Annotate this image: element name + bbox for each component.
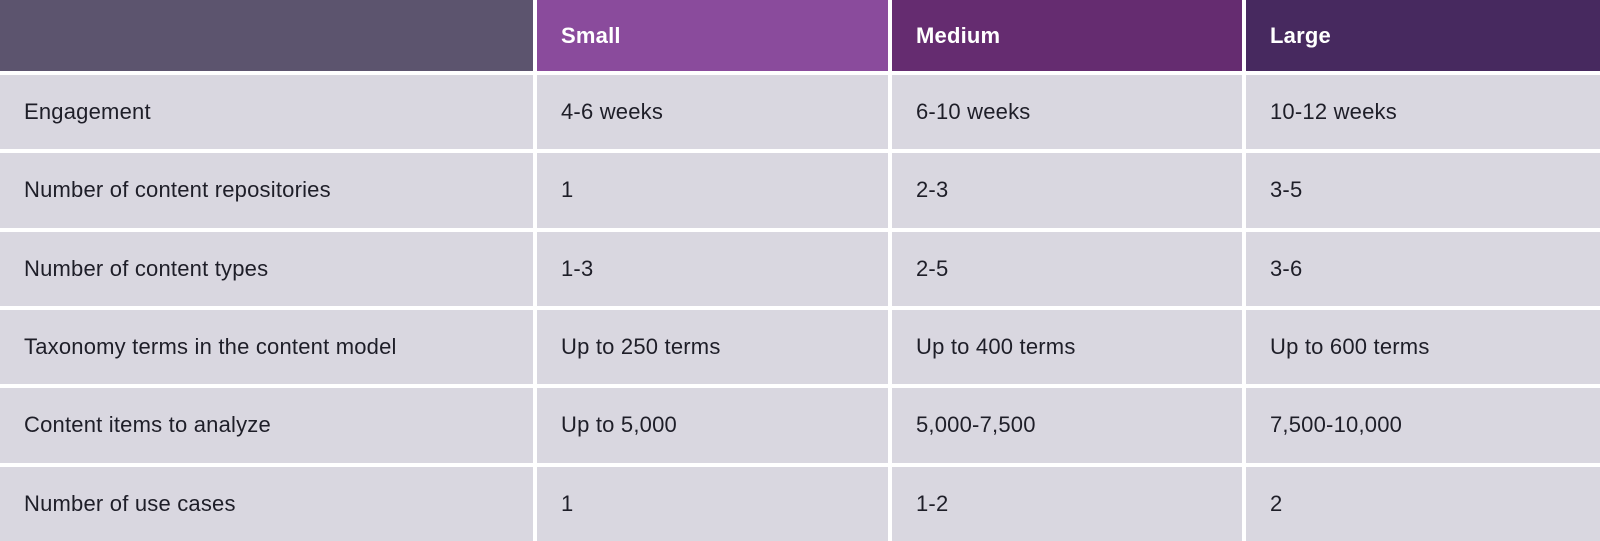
cell-engagement-medium: 6-10 weeks — [892, 75, 1242, 150]
header-cell-large: Large — [1246, 0, 1600, 71]
header-cell-small: Small — [537, 0, 888, 71]
header-cell-medium: Medium — [892, 0, 1242, 71]
row-label-content-types: Number of content types — [0, 231, 533, 306]
cell-engagement-small: 4-6 weeks — [537, 75, 888, 150]
cell-use-cases-medium: 1-2 — [892, 466, 1242, 541]
cell-types-medium: 2-5 — [892, 231, 1242, 306]
cell-repositories-small: 1 — [537, 153, 888, 228]
cell-items-medium: 5,000-7,500 — [892, 388, 1242, 463]
row-label-taxonomy-terms: Taxonomy terms in the content model — [0, 310, 533, 385]
cell-items-large: 7,500-10,000 — [1246, 388, 1600, 463]
cell-items-small: Up to 5,000 — [537, 388, 888, 463]
cell-types-large: 3-6 — [1246, 231, 1600, 306]
cell-taxonomy-medium: Up to 400 terms — [892, 310, 1242, 385]
cell-engagement-large: 10-12 weeks — [1246, 75, 1600, 150]
header-cell-blank — [0, 0, 533, 71]
row-label-content-items: Content items to analyze — [0, 388, 533, 463]
row-label-engagement: Engagement — [0, 75, 533, 150]
cell-use-cases-small: 1 — [537, 466, 888, 541]
cell-use-cases-large: 2 — [1246, 466, 1600, 541]
cell-repositories-large: 3-5 — [1246, 153, 1600, 228]
cell-types-small: 1-3 — [537, 231, 888, 306]
cell-taxonomy-small: Up to 250 terms — [537, 310, 888, 385]
cell-repositories-medium: 2-3 — [892, 153, 1242, 228]
row-label-use-cases: Number of use cases — [0, 466, 533, 541]
cell-taxonomy-large: Up to 600 terms — [1246, 310, 1600, 385]
row-label-content-repositories: Number of content repositories — [0, 153, 533, 228]
